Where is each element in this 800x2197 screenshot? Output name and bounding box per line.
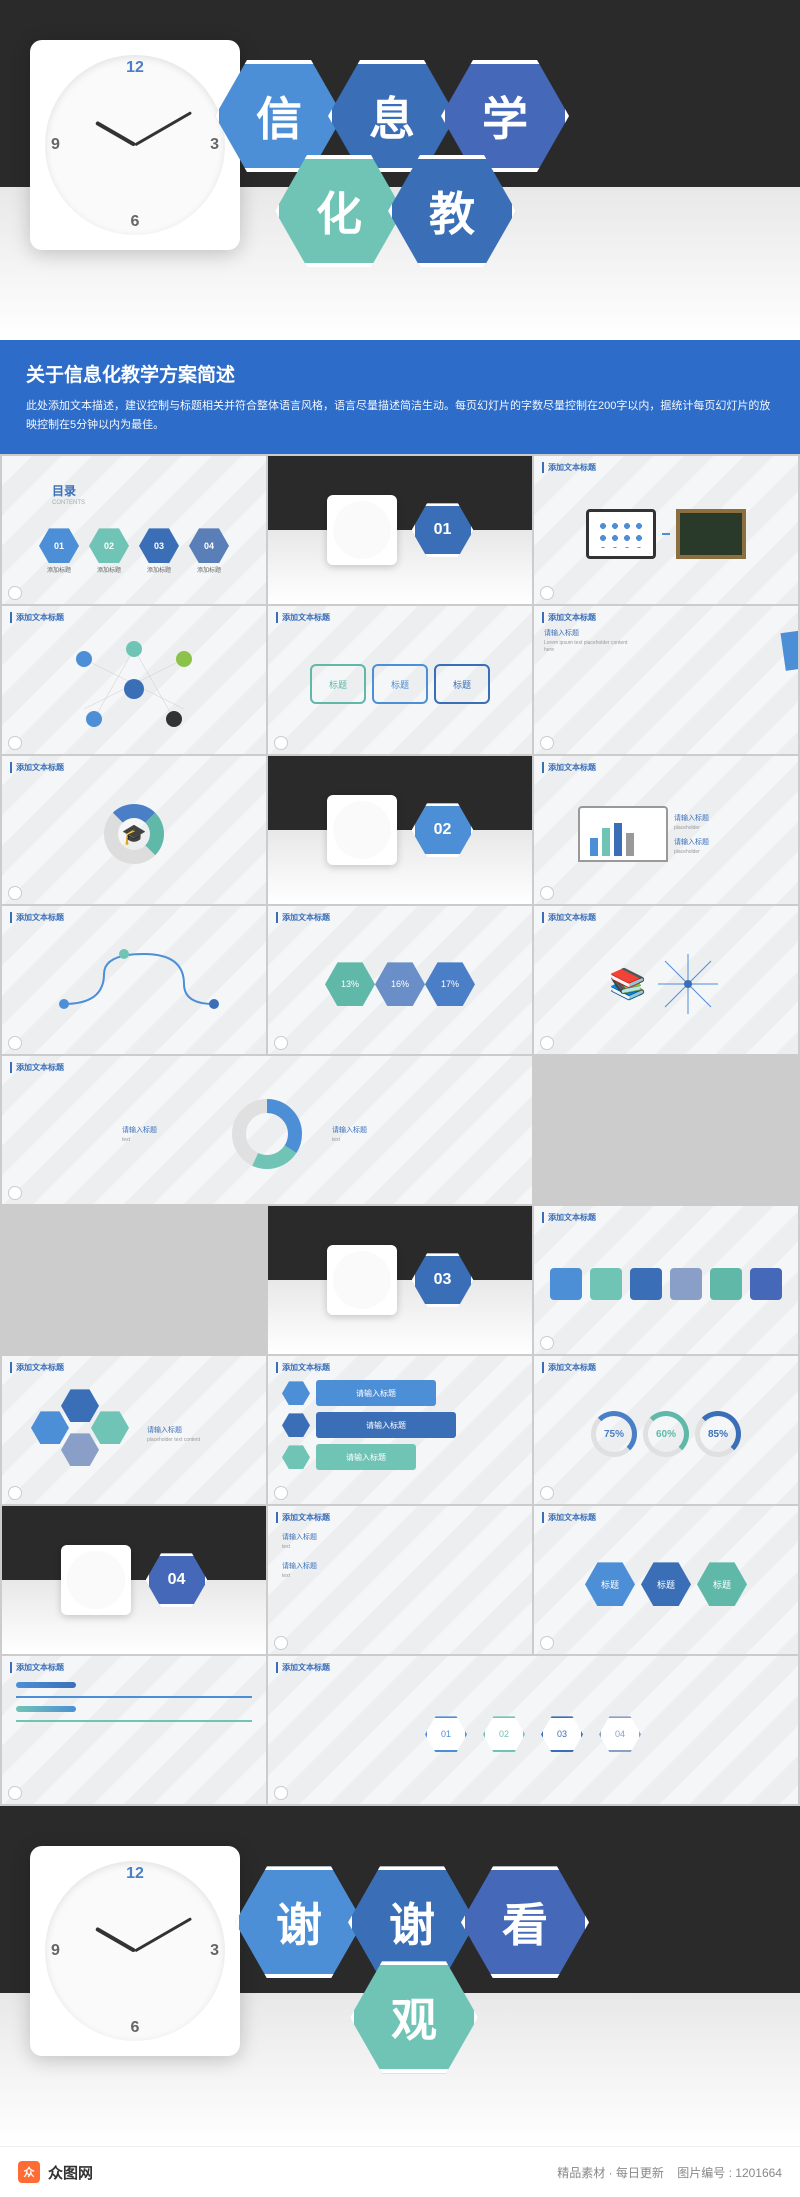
thanks-hex-3: 观 <box>350 1961 478 2073</box>
section-hex-04: 04 <box>146 1553 208 1607</box>
mini-clock-icon <box>8 586 22 600</box>
toc-title: 目录 <box>52 484 76 498</box>
band-title: 关于信息化教学方案简述 <box>26 360 774 387</box>
compass-icon <box>653 949 723 1019</box>
thanks-hex-row2: 观 <box>365 1961 478 2073</box>
slide-screens: 添加文本标题 <box>534 456 798 604</box>
pencil-icon <box>16 1706 76 1712</box>
slide-three-hex: 添加文本标题 标题 标题 标题 <box>534 1506 798 1654</box>
network-diagram <box>64 639 204 729</box>
slide-section-02: 02 <box>268 756 532 904</box>
cluster-hex <box>91 1411 129 1444</box>
slide-section-03: 03 <box>268 1206 532 1354</box>
hex-char-3: 化 <box>275 155 403 267</box>
clock-num-12: 12 <box>126 59 144 77</box>
pct-hex-2: 17% <box>425 962 475 1006</box>
hex-char-4: 教 <box>388 155 516 267</box>
clock-frame: 12 3 6 9 <box>30 1846 240 2056</box>
slide-rings: 添加文本标题 75% 60% 85% <box>534 1356 798 1504</box>
app-icon <box>710 1268 742 1300</box>
slide-donut: 添加文本标题 🎓 <box>2 756 266 904</box>
cluster-hex <box>61 1433 99 1466</box>
app-icon <box>630 1268 662 1300</box>
pct-hex-0: 13% <box>325 962 375 1006</box>
pencil-icon <box>16 1682 76 1688</box>
toc-hex-3: 04 <box>189 528 229 563</box>
clock-face: 12 3 6 9 <box>45 55 225 235</box>
clock-num-6: 6 <box>131 213 140 231</box>
footer-tagline: 精品素材 · 每日更新 <box>557 2166 664 2180</box>
hero-cover: 12 3 6 9 信 息 学 化 教 <box>0 0 800 340</box>
footer-brand: 众图网 <box>48 2162 93 2183</box>
monitor-icon <box>586 509 656 559</box>
clock-num-3: 3 <box>210 136 219 154</box>
clock-num-9: 9 <box>51 136 60 154</box>
description-band: 关于信息化教学方案简述 此处添加文本描述，建议控制与标题相关并符合整体语言风格，… <box>0 340 800 454</box>
footer: 众 众图网 精品素材 · 每日更新 图片编号 : 1201664 <box>0 2146 800 2197</box>
slide-hex-cluster: 添加文本标题 请输入标题placeholder text content <box>2 1356 266 1504</box>
app-icon <box>670 1268 702 1300</box>
slide-timeline: 添加文本标题 <box>2 906 266 1054</box>
blackboard-icon <box>676 509 746 559</box>
app-icon <box>550 1268 582 1300</box>
slide-pencils: 添加文本标题 <box>2 1656 266 1804</box>
section-hex-03: 03 <box>412 1253 474 1307</box>
app-icon <box>590 1268 622 1300</box>
hour-hand <box>95 121 136 147</box>
slide-icons: 添加文本标题 <box>534 1206 798 1354</box>
thanks-hex-2: 看 <box>461 1866 589 1978</box>
slide-section-04: 04 <box>2 1506 266 1654</box>
band-desc: 此处添加文本描述，建议控制与标题相关并符合整体语言风格，语言尽量描述简洁生动。每… <box>26 397 774 434</box>
ring-2: 85% <box>695 1411 741 1457</box>
minute-hand <box>134 111 192 146</box>
app-icon <box>750 1268 782 1300</box>
section-hex-01: 01 <box>412 503 474 557</box>
slides-grid: 目录 CONTENTS 01添加标题 02添加标题 03添加标题 04添加标题 … <box>0 454 800 1806</box>
slide-network: 添加文本标题 <box>2 606 266 754</box>
laptop-icon <box>578 806 668 862</box>
donut-chart: 🎓 <box>104 804 164 864</box>
slide-toc: 目录 CONTENTS 01添加标题 02添加标题 03添加标题 04添加标题 <box>2 456 266 604</box>
slide-percents: 添加文本标题 13% 16% 17% <box>268 906 532 1054</box>
slide-text: 添加文本标题 请输入标题text请输入标题text <box>268 1506 532 1654</box>
toc-hex-1: 02 <box>89 528 129 563</box>
cluster-hex <box>61 1389 99 1422</box>
toc-hex-2: 03 <box>139 528 179 563</box>
footer-logo: 众 <box>18 2161 40 2183</box>
section-clock <box>327 495 397 565</box>
timeline-diagram <box>44 944 224 1024</box>
slide-three-titles: 添加文本标题 标题 标题 标题 <box>268 606 532 754</box>
slide-books: 添加文本标题 请输入标题Lorem ipsum text placeholder… <box>534 606 798 754</box>
footer-id: 图片编号 : 1201664 <box>677 2166 782 2180</box>
thanks-hex-0: 谢 <box>235 1866 363 1978</box>
hex-2: 标题 <box>697 1562 747 1606</box>
slide-compass: 添加文本标题 📚 <box>534 906 798 1054</box>
toc-hex-0: 01 <box>39 528 79 563</box>
slide-bars: 添加文本标题 请输入标题 请输入标题 请输入标题 <box>268 1356 532 1504</box>
title-hex-row2: 化 教 <box>290 155 516 267</box>
slide-laptop: 添加文本标题 请输入标题placeholder请输入标题placeholder <box>534 756 798 904</box>
clock-frame: 12 3 6 9 <box>30 40 240 250</box>
ring-1: 60% <box>643 1411 689 1457</box>
hex-0: 标题 <box>585 1562 635 1606</box>
slide-pie-wide: 添加文本标题 请输入标题text 请输入标题text <box>2 1056 532 1204</box>
cluster-hex <box>31 1411 69 1444</box>
ring-0: 75% <box>591 1411 637 1457</box>
books-stack-icon: 📚 <box>609 967 646 1002</box>
slide-numbered: 添加文本标题 01 02 03 04 <box>268 1656 798 1804</box>
thanks-cover: 12 3 6 9 谢 谢 看 观 <box>0 1806 800 2146</box>
slide-section-01: 01 <box>268 456 532 604</box>
section-hex-02: 02 <box>412 803 474 857</box>
hex-1: 标题 <box>641 1562 691 1606</box>
pie-chart <box>232 1099 302 1169</box>
toc-sub: CONTENTS <box>52 500 85 506</box>
pct-hex-1: 16% <box>375 962 425 1006</box>
